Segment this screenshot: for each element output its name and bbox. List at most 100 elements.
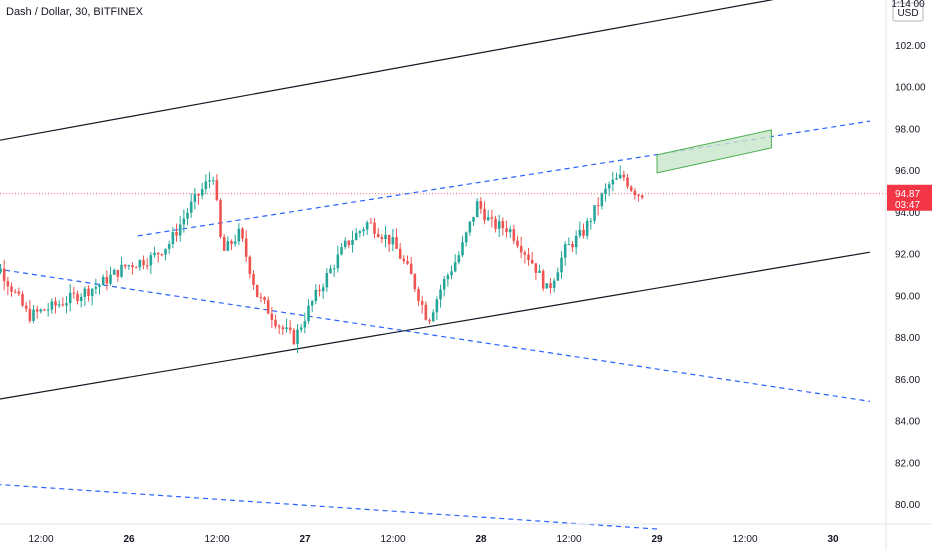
candle-body <box>453 262 457 272</box>
candle-body <box>380 236 384 240</box>
candle-body <box>629 186 633 191</box>
candle-body <box>318 289 321 292</box>
candle-body <box>233 241 237 244</box>
candle-body <box>281 327 285 330</box>
candle-body <box>464 232 468 243</box>
candle-body <box>299 327 303 330</box>
candle-body <box>13 291 17 293</box>
candle-body <box>446 275 450 280</box>
candle-body <box>57 304 61 306</box>
candle-body <box>252 273 255 285</box>
trendline-drawings[interactable] <box>0 0 871 530</box>
candle-body <box>274 319 277 327</box>
candle-body <box>593 205 596 221</box>
candle-body <box>138 260 142 268</box>
candle-body <box>442 279 446 290</box>
candle-body <box>127 265 131 267</box>
candle-body <box>600 193 604 207</box>
candle-body <box>582 229 585 236</box>
candle-body <box>145 265 149 267</box>
y-tick-label: 90.00 <box>895 291 920 302</box>
candle-body <box>538 270 541 273</box>
candle-body <box>340 247 343 255</box>
candle-body <box>153 252 156 256</box>
candle-body <box>167 244 171 249</box>
candle-body <box>164 248 167 255</box>
candle-body <box>230 241 233 244</box>
y-tick-label: 80.00 <box>895 500 920 511</box>
dashed-bottom-trendline[interactable] <box>0 483 658 530</box>
channel-upper-line[interactable] <box>0 0 833 144</box>
candle-body <box>556 272 560 281</box>
y-tick-label: 98.00 <box>895 124 920 135</box>
candle-body <box>563 244 567 258</box>
y-tick-label: 84.00 <box>895 417 920 428</box>
x-tick-label: 12:00 <box>380 534 405 545</box>
candle-body <box>424 304 428 320</box>
candle-body <box>365 222 369 230</box>
candle-body <box>303 321 307 328</box>
last-price-value: 94.87 <box>895 189 920 200</box>
candle-body <box>428 319 431 322</box>
candle-body <box>376 233 380 237</box>
candle-body <box>98 284 101 287</box>
candle-body <box>321 287 325 292</box>
candle-body <box>76 293 79 302</box>
candle-body <box>87 288 90 297</box>
candle-body <box>435 299 439 313</box>
candle-body <box>512 229 516 241</box>
candle-body <box>607 184 611 189</box>
x-tick-label: 30 <box>827 534 839 545</box>
dashed-descending-trendline[interactable] <box>0 266 871 402</box>
candle-body <box>182 218 186 225</box>
candle-body <box>640 195 644 198</box>
candle-body <box>204 181 208 190</box>
candle-body <box>314 289 318 302</box>
candle-body <box>83 288 87 297</box>
candle-body <box>486 217 490 221</box>
candles <box>0 165 644 354</box>
currency-unit-label: USD <box>897 8 918 19</box>
x-tick-label: 12:00 <box>204 534 229 545</box>
candle-body <box>17 291 21 294</box>
candle-body <box>50 301 54 310</box>
candle-body <box>24 305 28 309</box>
candle-body <box>362 229 365 232</box>
candle-body <box>54 301 57 306</box>
candle-body <box>46 309 50 311</box>
y-tick-label: 86.00 <box>895 375 920 386</box>
candle-body <box>120 264 123 277</box>
candle-body <box>197 193 200 196</box>
target-zone-box[interactable] <box>656 129 772 174</box>
candle-body <box>534 263 538 273</box>
candle-body <box>171 232 175 245</box>
candle-body <box>79 296 83 302</box>
candle-body <box>332 268 336 270</box>
candle-body <box>6 281 10 287</box>
candle-body <box>549 283 552 289</box>
candle-body <box>461 242 464 256</box>
candle-body <box>255 284 259 297</box>
candle-body <box>585 220 589 236</box>
candle-body <box>567 244 571 246</box>
candle-body <box>409 263 413 275</box>
candle-body <box>105 276 109 284</box>
dashed-mid-trendline[interactable] <box>137 120 871 237</box>
candle-body <box>479 201 483 209</box>
candle-body <box>211 180 215 182</box>
candle-body <box>134 267 138 269</box>
currency-unit-box[interactable] <box>892 2 924 22</box>
candle-body <box>637 194 640 196</box>
candle-body <box>615 178 618 180</box>
x-tick-label: 12:00 <box>556 534 581 545</box>
candle-body <box>10 286 13 292</box>
candle-body <box>219 199 222 237</box>
candle-body <box>468 221 472 233</box>
candle-body <box>541 270 545 289</box>
channel-lower-line[interactable] <box>0 251 871 402</box>
candle-body <box>189 201 193 213</box>
candle-body <box>72 292 76 294</box>
